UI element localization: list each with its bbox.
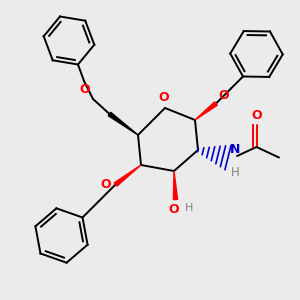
Polygon shape <box>114 165 141 186</box>
Text: O: O <box>218 89 229 102</box>
Text: N: N <box>230 143 240 156</box>
Text: O: O <box>80 83 90 96</box>
Polygon shape <box>195 102 217 120</box>
Text: H: H <box>184 203 193 213</box>
Polygon shape <box>108 112 138 135</box>
Text: O: O <box>251 109 262 122</box>
Text: O: O <box>158 92 169 104</box>
Text: O: O <box>100 178 111 191</box>
Text: H: H <box>231 167 240 179</box>
Polygon shape <box>173 171 178 200</box>
Text: O: O <box>169 203 179 216</box>
